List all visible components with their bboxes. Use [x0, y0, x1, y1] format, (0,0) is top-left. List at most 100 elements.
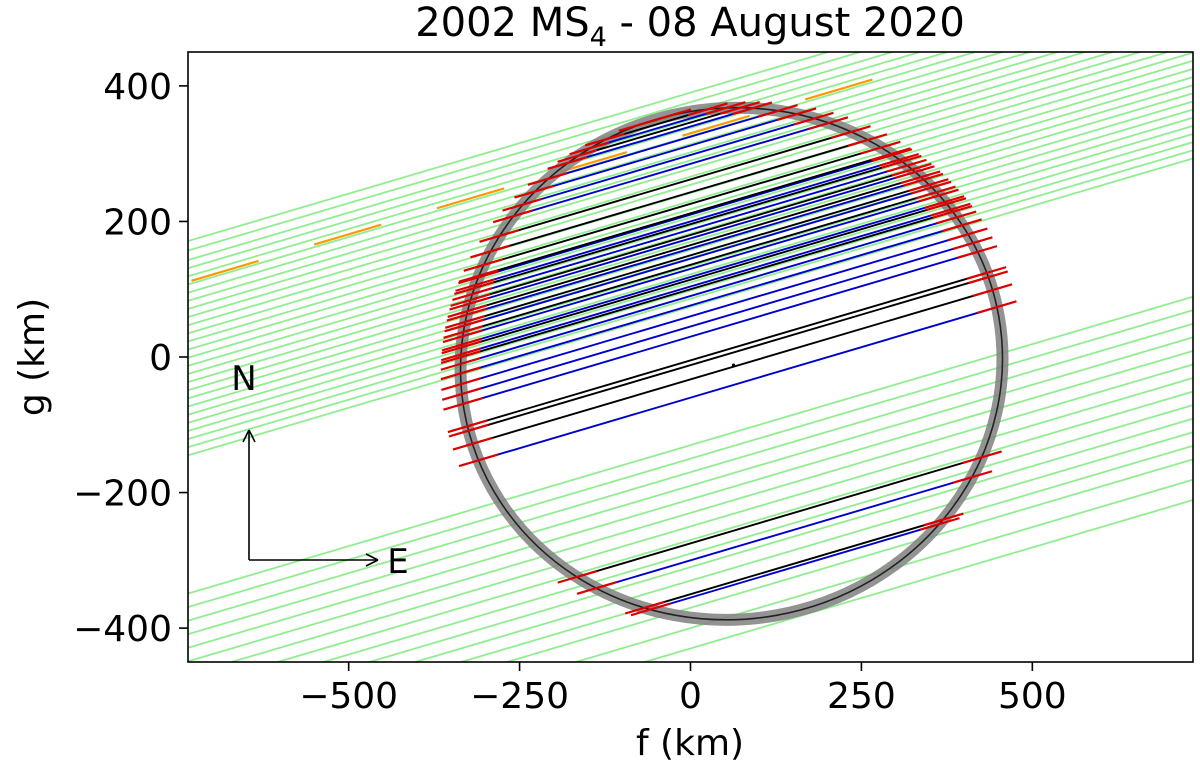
reference-chord [472, 289, 993, 445]
x-tick-label: 250 [827, 676, 896, 717]
error-bar [527, 172, 568, 186]
error-bar [847, 133, 888, 147]
reference-chord [489, 139, 868, 253]
y-tick-label: 0 [149, 338, 172, 379]
positive-chord [471, 164, 908, 296]
negative-chord [188, 336, 1193, 636]
positive-chord [462, 194, 940, 338]
error-bar [923, 512, 964, 527]
error-bar [919, 517, 960, 531]
negative-chord [366, 417, 1193, 662]
x-axis-label: f (km) [636, 723, 744, 764]
reference-chord [468, 276, 989, 432]
error-bar [952, 470, 993, 484]
negative-chord [188, 309, 1193, 609]
negative-chord [188, 363, 1193, 662]
plot-area: N E [187, 51, 1194, 663]
positive-chord [474, 158, 900, 286]
error-bar [449, 296, 490, 311]
chart-title-suffix: - 08 August 2020 [607, 0, 965, 46]
error-bar [458, 453, 499, 468]
error-bar [441, 377, 481, 391]
error-bar [911, 180, 952, 195]
reference-chord [483, 146, 881, 266]
positive-chord [461, 201, 945, 346]
error-bar [968, 270, 1009, 285]
x-tick-label: −500 [299, 676, 398, 717]
error-bar [452, 287, 493, 301]
reference-chord [461, 203, 947, 349]
positive-chord [477, 154, 893, 279]
negative-chord [188, 52, 1144, 335]
reference-chord [498, 131, 852, 237]
negative-chord [188, 116, 1193, 416]
positive-chord [567, 107, 753, 164]
error-bar [891, 162, 932, 177]
negative-chord [641, 499, 1193, 662]
negative-chord [188, 52, 1006, 294]
error-bar [440, 357, 481, 371]
error-bar [886, 158, 927, 173]
negative-chord [503, 458, 1193, 662]
error-bar [470, 244, 511, 259]
error-bar [557, 569, 598, 584]
reference-chord [467, 272, 987, 428]
error-bar [440, 350, 481, 364]
error-bar [557, 149, 598, 163]
negative-chord [188, 149, 1193, 449]
reference-chord [470, 168, 913, 301]
error-bar [441, 337, 482, 352]
error-bar [441, 387, 482, 401]
negative-chord [320, 404, 1193, 662]
y-tick-label: 200 [103, 202, 172, 243]
negative-chord [188, 84, 1193, 384]
negative-chord [188, 157, 1193, 457]
error-bar [450, 293, 491, 307]
positive-chord [596, 476, 973, 589]
negative-chord [188, 52, 864, 252]
error-bar [918, 188, 959, 203]
error-bar [872, 148, 913, 162]
error-bar [942, 218, 982, 233]
error-bar [447, 419, 488, 434]
reference-chord [462, 191, 937, 333]
error-bar [448, 423, 489, 438]
error-bar [732, 101, 773, 116]
chart-title-subscript: 4 [590, 22, 607, 53]
error-bar [502, 197, 543, 212]
positive-chord [460, 224, 963, 375]
x-axis-ticks: −500 −250 0 250 500 [299, 662, 1067, 717]
error-bar [894, 165, 935, 180]
negative-chord [188, 59, 1193, 359]
negative-chord [188, 52, 832, 243]
y-tick-label: 400 [103, 67, 172, 108]
negative-chord [188, 349, 1193, 649]
error-bar [932, 204, 973, 219]
error-bar [972, 283, 1013, 298]
error-bar [957, 245, 998, 259]
error-bar [440, 347, 481, 362]
error-bar [952, 236, 993, 250]
reference-chord [464, 184, 929, 323]
error-bar [492, 209, 533, 224]
positive-chord [460, 208, 951, 356]
negative-chord [188, 100, 1193, 400]
negative-chord [228, 377, 1193, 662]
reference-chord [460, 210, 953, 359]
error-bars [440, 100, 1017, 617]
negative-chord [572, 478, 1193, 662]
error-bar [452, 436, 493, 451]
positive-chord [533, 113, 797, 193]
positive-chord [521, 117, 815, 206]
negative-chord [188, 52, 1116, 327]
reference-chord [473, 160, 902, 290]
error-bar [569, 141, 610, 156]
error-bar [793, 111, 834, 126]
error-bar [447, 304, 488, 318]
error-bar [908, 178, 949, 192]
reference-chord [644, 518, 944, 609]
error-bar [830, 125, 871, 139]
positive-chord [468, 171, 915, 305]
positive-chord [547, 109, 779, 180]
